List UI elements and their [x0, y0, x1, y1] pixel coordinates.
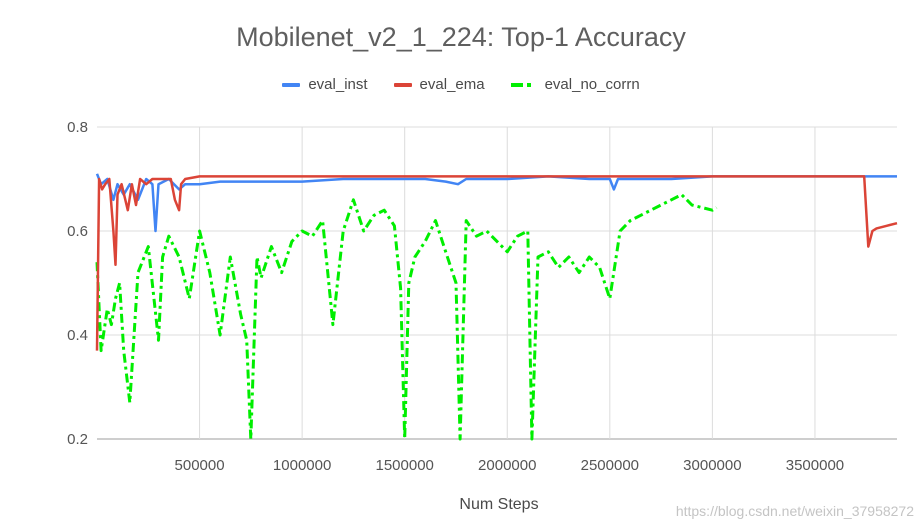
- x-tick-label: 3500000: [786, 457, 844, 474]
- legend-swatch-eval-no-corrn: [510, 82, 537, 87]
- legend-label-eval-no-corrn: eval_no_corrn: [544, 76, 640, 93]
- chart-title: Mobilenet_v2_1_224: Top-1 Accuracy: [236, 22, 686, 52]
- legend-swatch-eval-inst: [282, 82, 301, 87]
- legend-item-eval-ema[interactable]: eval_ema: [393, 76, 485, 93]
- y-tick-label: 0.2: [67, 431, 88, 448]
- x-tick-label: 1500000: [375, 457, 433, 474]
- legend-item-eval-no-corrn[interactable]: eval_no_corrn: [510, 76, 640, 93]
- series-line-eval-inst: [95, 173, 897, 233]
- legend-label-eval-inst: eval_inst: [308, 76, 368, 93]
- legend-label-eval-ema: eval_ema: [419, 76, 485, 93]
- legend-item-eval-inst[interactable]: eval_inst: [282, 76, 368, 93]
- y-tick-label: 0.6: [67, 223, 88, 240]
- y-tick-label: 0.4: [67, 327, 88, 344]
- x-axis-label: Num Steps: [459, 496, 539, 513]
- series-line-eval-ema: [95, 175, 898, 351]
- x-tick-label: 3000000: [683, 457, 741, 474]
- legend-swatch-eval-ema: [393, 82, 412, 87]
- legend: eval_inst eval_ema eval_no_corrn: [0, 76, 922, 93]
- series-line-eval-no-corrn: [95, 193, 718, 441]
- watermark: https://blog.csdn.net/weixin_37958272: [675, 503, 914, 519]
- y-tick-label: 0.8: [67, 119, 88, 136]
- x-tick-label: 2500000: [581, 457, 639, 474]
- x-tick-label: 1000000: [273, 457, 331, 474]
- x-tick-label: 2000000: [478, 457, 536, 474]
- x-tick-label: 500000: [175, 457, 225, 474]
